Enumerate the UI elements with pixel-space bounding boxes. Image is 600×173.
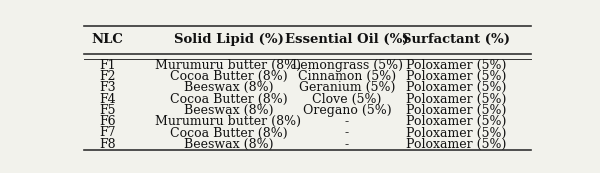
Text: Beeswax (8%): Beeswax (8%) — [184, 104, 273, 117]
Text: Essential Oil (%): Essential Oil (%) — [285, 33, 409, 46]
Text: Beeswax (8%): Beeswax (8%) — [184, 138, 273, 151]
Text: Murumuru butter (8%): Murumuru butter (8%) — [155, 58, 301, 72]
Text: Poloxamer (5%): Poloxamer (5%) — [406, 93, 506, 106]
Text: Surfactant (%): Surfactant (%) — [402, 33, 510, 46]
Text: Poloxamer (5%): Poloxamer (5%) — [406, 104, 506, 117]
Text: Lemongrass (5%): Lemongrass (5%) — [292, 58, 403, 72]
Text: F2: F2 — [100, 70, 116, 83]
Text: F4: F4 — [99, 93, 116, 106]
Text: NLC: NLC — [92, 33, 124, 46]
Text: Poloxamer (5%): Poloxamer (5%) — [406, 58, 506, 72]
Text: Murumuru butter (8%): Murumuru butter (8%) — [155, 115, 301, 128]
Text: Cocoa Butter (8%): Cocoa Butter (8%) — [170, 93, 287, 106]
Text: Beeswax (8%): Beeswax (8%) — [184, 81, 273, 94]
Text: F5: F5 — [100, 104, 116, 117]
Text: Poloxamer (5%): Poloxamer (5%) — [406, 81, 506, 94]
Text: Cinnamon (5%): Cinnamon (5%) — [298, 70, 396, 83]
Text: Poloxamer (5%): Poloxamer (5%) — [406, 138, 506, 151]
Text: Poloxamer (5%): Poloxamer (5%) — [406, 115, 506, 128]
Text: Oregano (5%): Oregano (5%) — [303, 104, 391, 117]
Text: Solid Lipid (%): Solid Lipid (%) — [173, 33, 283, 46]
Text: F3: F3 — [99, 81, 116, 94]
Text: Clove (5%): Clove (5%) — [313, 93, 382, 106]
Text: Poloxamer (5%): Poloxamer (5%) — [406, 126, 506, 139]
Text: F1: F1 — [99, 58, 116, 72]
Text: -: - — [345, 115, 349, 128]
Text: Cocoa Butter (8%): Cocoa Butter (8%) — [170, 126, 287, 139]
Text: -: - — [345, 138, 349, 151]
Text: Geranium (5%): Geranium (5%) — [299, 81, 395, 94]
Text: F6: F6 — [99, 115, 116, 128]
Text: Cocoa Butter (8%): Cocoa Butter (8%) — [170, 70, 287, 83]
Text: F7: F7 — [100, 126, 116, 139]
Text: Poloxamer (5%): Poloxamer (5%) — [406, 70, 506, 83]
Text: -: - — [345, 126, 349, 139]
Text: F8: F8 — [99, 138, 116, 151]
